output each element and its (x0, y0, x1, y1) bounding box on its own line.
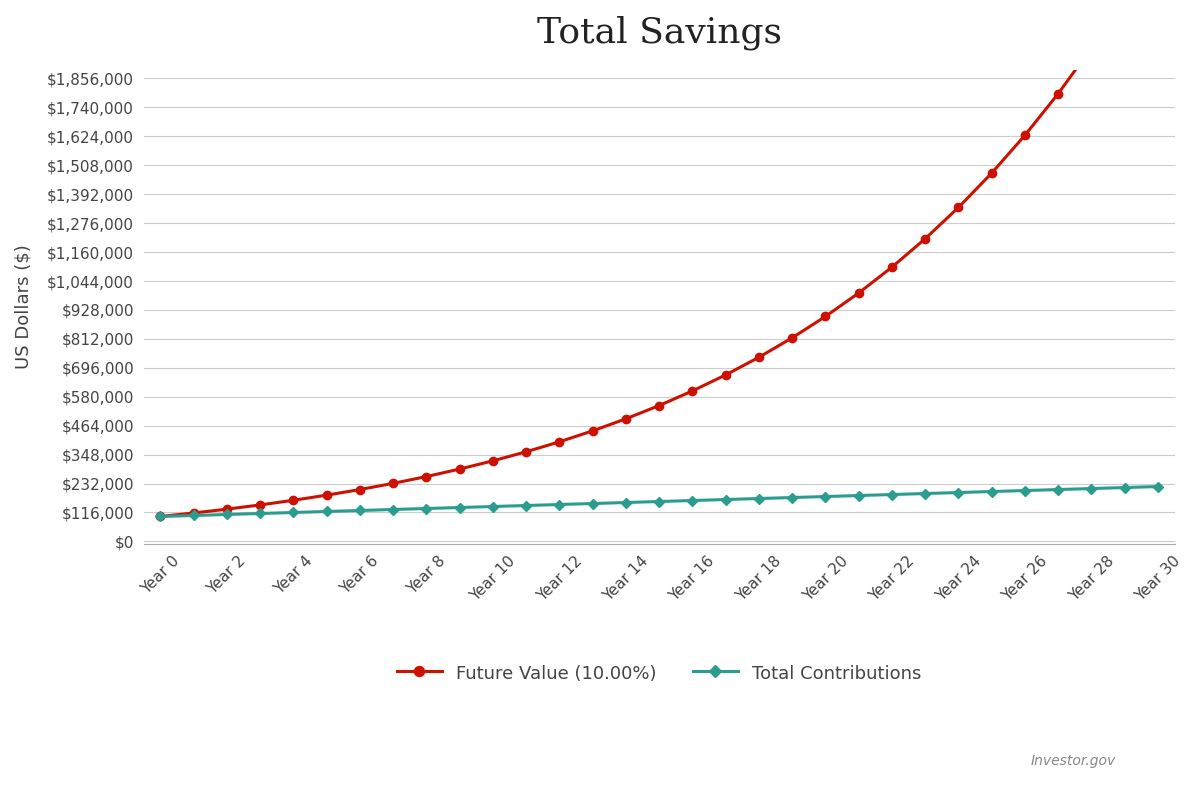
Future Value (10.00%) (486, 456, 500, 466)
Total Contributions (685, 496, 700, 506)
Future Value (10.00%) (685, 386, 700, 396)
Total Contributions (286, 508, 300, 518)
Future Value (10.00%) (852, 288, 866, 298)
Total Contributions (619, 498, 634, 507)
Total Contributions (419, 504, 433, 514)
Total Contributions (154, 512, 168, 522)
Line: Total Contributions: Total Contributions (157, 483, 1162, 520)
Total Contributions (518, 501, 533, 510)
Future Value (10.00%) (386, 478, 401, 488)
Total Contributions (852, 490, 866, 500)
Line: Future Value (10.00%): Future Value (10.00%) (156, 0, 1162, 521)
Total Contributions (586, 498, 600, 508)
Total Contributions (452, 502, 467, 512)
Total Contributions (1085, 484, 1099, 494)
Total Contributions (1051, 485, 1066, 494)
Total Contributions (353, 506, 367, 515)
Future Value (10.00%) (586, 426, 600, 436)
Future Value (10.00%) (652, 401, 666, 410)
Future Value (10.00%) (220, 504, 234, 514)
Future Value (10.00%) (253, 500, 268, 510)
Total Contributions (818, 492, 833, 502)
Total Contributions (952, 488, 966, 498)
Future Value (10.00%) (186, 508, 200, 518)
Total Contributions (552, 500, 566, 510)
Total Contributions (186, 510, 200, 520)
Total Contributions (386, 505, 401, 514)
Future Value (10.00%) (552, 437, 566, 446)
Total Contributions (1018, 486, 1032, 495)
Future Value (10.00%) (1018, 130, 1032, 140)
Total Contributions (1151, 482, 1165, 491)
Future Value (10.00%) (353, 485, 367, 494)
Future Value (10.00%) (1117, 0, 1132, 2)
Future Value (10.00%) (984, 168, 998, 178)
Total Contributions (785, 493, 799, 502)
Total Contributions (253, 509, 268, 518)
Total Contributions (1117, 482, 1132, 492)
Total Contributions (319, 506, 334, 516)
Future Value (10.00%) (918, 234, 932, 243)
Y-axis label: US Dollars ($): US Dollars ($) (14, 244, 34, 369)
Future Value (10.00%) (319, 490, 334, 500)
Future Value (10.00%) (518, 447, 533, 457)
Total Contributions (884, 490, 899, 499)
Future Value (10.00%) (619, 414, 634, 423)
Total Contributions (220, 510, 234, 519)
Future Value (10.00%) (1085, 43, 1099, 53)
Future Value (10.00%) (751, 353, 766, 362)
Future Value (10.00%) (154, 512, 168, 522)
Future Value (10.00%) (785, 333, 799, 342)
Future Value (10.00%) (419, 472, 433, 482)
Total Contributions (719, 494, 733, 504)
Total Contributions (984, 486, 998, 496)
Future Value (10.00%) (452, 464, 467, 474)
Future Value (10.00%) (1051, 89, 1066, 98)
Total Contributions (918, 489, 932, 498)
Total Contributions (751, 494, 766, 503)
Text: Investor.gov: Investor.gov (1031, 754, 1116, 768)
Title: Total Savings: Total Savings (536, 15, 781, 50)
Future Value (10.00%) (884, 262, 899, 272)
Future Value (10.00%) (818, 312, 833, 322)
Future Value (10.00%) (952, 202, 966, 212)
Future Value (10.00%) (286, 495, 300, 505)
Total Contributions (652, 497, 666, 506)
Future Value (10.00%) (719, 370, 733, 380)
Legend: Future Value (10.00%), Total Contributions: Future Value (10.00%), Total Contributio… (389, 657, 929, 690)
Total Contributions (486, 502, 500, 511)
